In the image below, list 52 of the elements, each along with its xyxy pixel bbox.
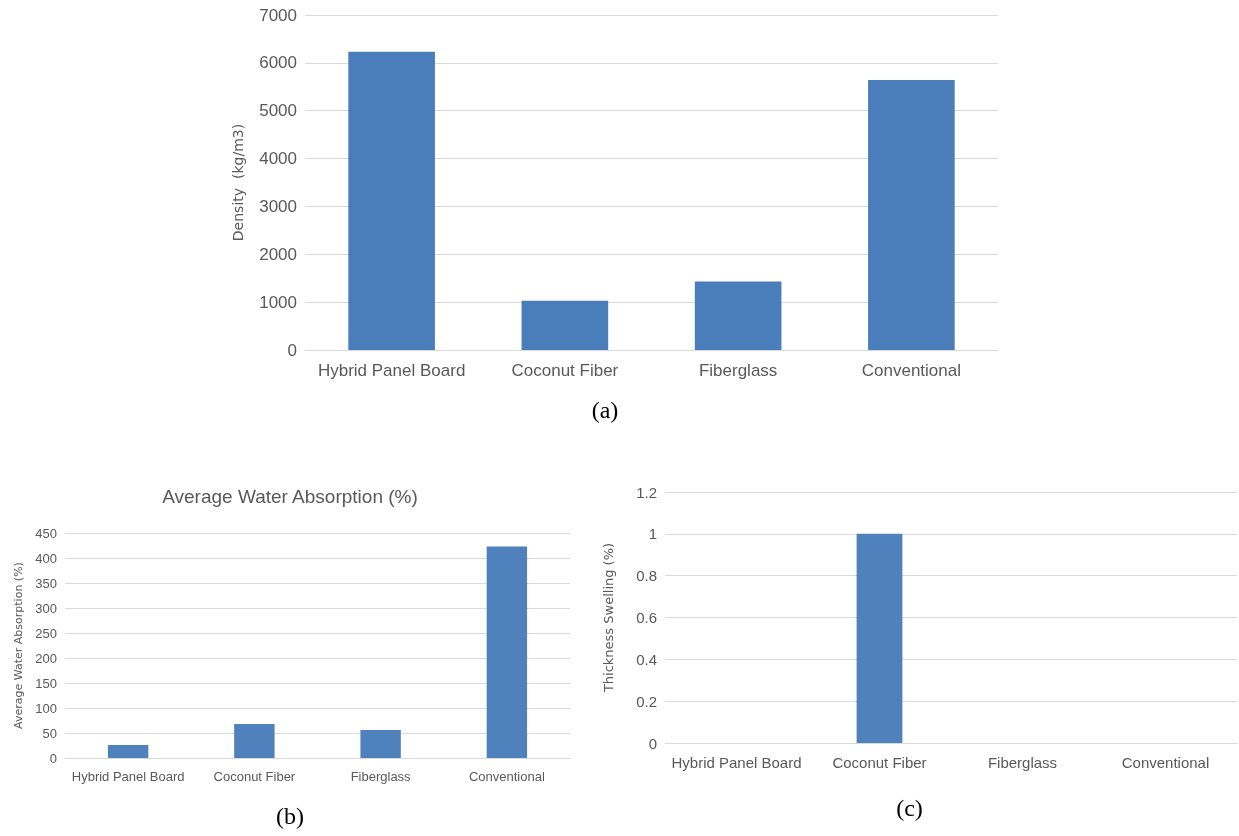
- text: (b): [276, 803, 304, 829]
- bar: [694, 281, 782, 350]
- y-tick-label: 0.6: [636, 609, 657, 626]
- bar: [348, 51, 435, 350]
- y-tick-label: 4000: [259, 149, 297, 169]
- x-tick-label: Coconut Fiber: [511, 361, 619, 380]
- y-tick-label: 450: [35, 525, 57, 541]
- y-tick-label: 1.2: [636, 483, 657, 501]
- y-tick-label: 6000: [259, 53, 297, 73]
- bar: [107, 745, 149, 758]
- x-tick-label: Conventional: [468, 769, 545, 784]
- y-tick-label: 200: [35, 650, 57, 666]
- y-tick-label: 0: [648, 734, 657, 752]
- x-tick-label: Coconut Fiber: [832, 754, 927, 771]
- bar: [486, 546, 528, 758]
- bar: [234, 724, 275, 758]
- x-tick-label: Fiberglass: [350, 769, 412, 784]
- y-tick-label: 50: [42, 725, 57, 741]
- x-tick-label: Hybrid Panel Board: [317, 361, 466, 380]
- y-tick-label: 7000: [259, 5, 297, 25]
- chart-title: Average Water Absorption (%): [162, 486, 418, 507]
- y-tick-label: 150: [35, 675, 57, 691]
- y-tick-label: 1000: [259, 292, 297, 312]
- y-axis-title: Thickness Swelling (%): [601, 542, 616, 694]
- x-tick-label: Conventional: [861, 361, 961, 380]
- bar: [521, 300, 609, 350]
- y-tick-label: 300: [35, 600, 57, 616]
- x-tick-label: Conventional: [1121, 754, 1210, 771]
- bar: [360, 730, 401, 758]
- x-tick-label: Coconut Fiber: [213, 769, 296, 784]
- y-tick-label: 5000: [259, 101, 297, 121]
- y-axis-title: Density (kg/m3): [230, 123, 246, 242]
- y-tick-label: 350: [35, 575, 57, 591]
- y-tick-label: 400: [35, 550, 57, 566]
- y-tick-label: 0: [49, 750, 57, 766]
- y-tick-label: 1: [648, 525, 657, 543]
- y-tick-label: 0.2: [636, 692, 657, 710]
- bar: [868, 80, 955, 350]
- y-tick-label: 0: [287, 340, 297, 360]
- y-tick-label: 100: [35, 700, 57, 716]
- text: (a): [591, 397, 619, 423]
- y-tick-label: 250: [35, 625, 57, 641]
- text: (c): [896, 795, 923, 821]
- x-tick-label: Hybrid Panel Board: [71, 769, 185, 784]
- y-axis-title: Average Water Absorption (%): [12, 562, 26, 729]
- y-tick-label: 0.8: [636, 567, 657, 585]
- x-tick-label: Fiberglass: [698, 361, 778, 380]
- x-tick-label: Hybrid Panel Board: [671, 754, 802, 771]
- y-tick-label: 2000: [259, 244, 297, 264]
- y-tick-label: 3000: [259, 196, 297, 216]
- y-tick-label: 0.4: [636, 650, 657, 668]
- x-tick-label: Fiberglass: [987, 754, 1058, 771]
